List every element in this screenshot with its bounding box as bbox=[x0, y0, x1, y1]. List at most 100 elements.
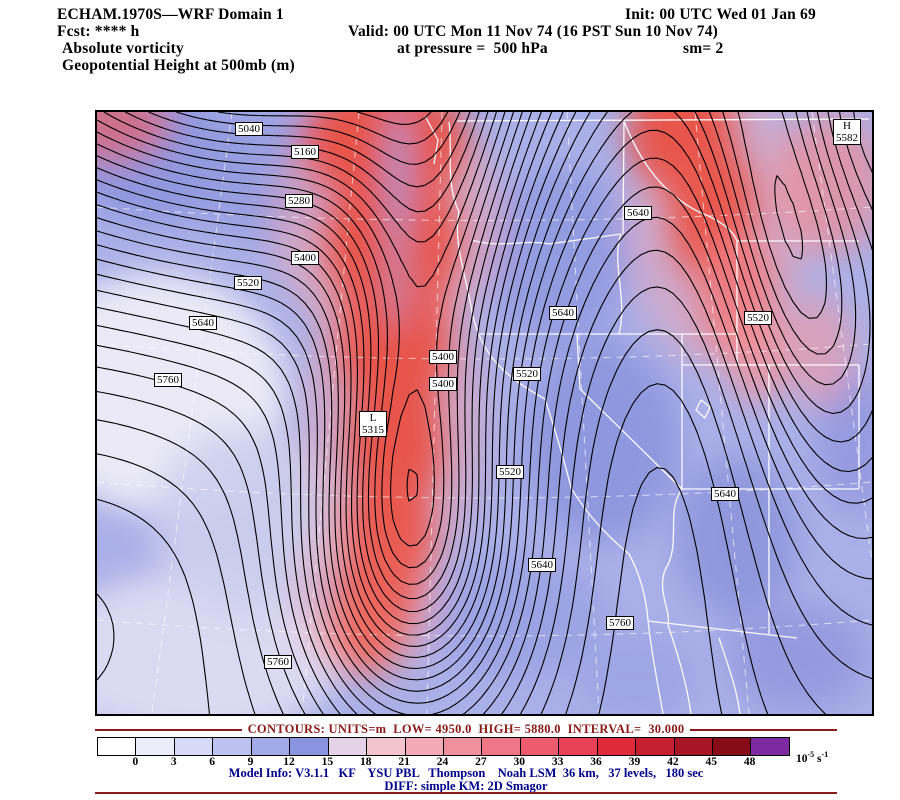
colorbar-tick: 18 bbox=[359, 756, 372, 768]
contours-info-text: CONTOURS: UNITS=m LOW= 4950.0 HIGH= 5880… bbox=[247, 722, 685, 736]
colorbar-tick: 21 bbox=[398, 756, 410, 768]
contour-label: 5640 bbox=[624, 206, 652, 220]
contour-label: 5280 bbox=[285, 194, 313, 208]
height-contour-line bbox=[97, 383, 769, 714]
height-contour-line bbox=[97, 112, 515, 585]
contour-label: 5640 bbox=[189, 316, 217, 330]
contours-info-row: CONTOURS: UNITS=m LOW= 4950.0 HIGH= 5880… bbox=[95, 722, 838, 737]
vorticity-map-plot bbox=[97, 112, 872, 714]
colorbar-tick: 36 bbox=[590, 756, 602, 768]
init-time: Init: 00 UTC Wed 01 Jan 69 bbox=[625, 6, 816, 23]
contour-label: 5760 bbox=[606, 616, 634, 630]
height-contour-line bbox=[97, 453, 723, 714]
model-info-line1: Model Info: V3.1.1 KF YSU PBL Thompson N… bbox=[228, 766, 704, 780]
extremum-label: H 5582 bbox=[833, 119, 861, 145]
height-contour-line bbox=[97, 112, 804, 636]
colorbar-tick: 30 bbox=[513, 756, 526, 768]
height-contour-line bbox=[217, 112, 449, 145]
second-field-name: Geopotential Height at 500mb (m) bbox=[62, 57, 295, 74]
height-contour-line bbox=[97, 112, 872, 692]
colorbar-cell bbox=[327, 738, 367, 755]
height-contour-line bbox=[97, 112, 871, 681]
canada-border bbox=[456, 118, 870, 122]
units-symbol-exponent: -1 bbox=[821, 750, 829, 759]
contour-label: 5520 bbox=[513, 367, 541, 381]
colorbar-tick: 48 bbox=[743, 756, 756, 768]
colorbar-cell bbox=[250, 738, 290, 755]
smoothing-info: sm= 2 bbox=[683, 40, 724, 57]
colorbar-cell bbox=[596, 738, 636, 755]
colorbar-cell bbox=[558, 738, 597, 755]
height-contour-line bbox=[103, 112, 489, 502]
model-title: ECHAM.1970S—WRF Domain 1 bbox=[57, 6, 284, 23]
colorbar-cell bbox=[212, 738, 251, 755]
height-contour-line bbox=[97, 112, 872, 714]
model-info-line2: DIFF: simple KM: 2D Smagor bbox=[384, 779, 548, 793]
contour-label: 5520 bbox=[234, 276, 262, 290]
colorbar-cell bbox=[635, 738, 674, 755]
contour-label: 5400 bbox=[429, 377, 457, 391]
colorbar-tick: 6 bbox=[209, 756, 216, 768]
height-contour-line bbox=[176, 112, 461, 165]
height-contour-line bbox=[97, 112, 872, 704]
height-contour-line bbox=[357, 112, 432, 125]
extremum-label: L 5315 bbox=[359, 411, 387, 437]
height-contour-line bbox=[97, 186, 872, 714]
units-mantissa: 10 bbox=[796, 752, 808, 765]
colorbar-tick: 24 bbox=[436, 756, 449, 768]
contour-label: 5640 bbox=[549, 306, 577, 320]
height-contour-line bbox=[97, 112, 843, 659]
colorbar-cell bbox=[712, 738, 751, 755]
great-salt-lake bbox=[695, 399, 711, 419]
colorbar-tick: 9 bbox=[247, 756, 254, 768]
field-name: Absolute vorticity bbox=[62, 40, 184, 57]
height-contour-line bbox=[97, 112, 542, 625]
bottom-rule bbox=[95, 792, 837, 794]
colorbar-cell bbox=[481, 738, 520, 755]
height-contour-line bbox=[97, 329, 827, 714]
colorbar-tick: 27 bbox=[475, 756, 487, 768]
left-rule bbox=[95, 728, 242, 731]
units-exponent: -5 bbox=[807, 750, 815, 759]
height-contour-line bbox=[97, 112, 827, 647]
colorbar-tick: 12 bbox=[283, 756, 295, 768]
forecast-hour: Fcst: **** h bbox=[57, 23, 140, 40]
contour-label: 5760 bbox=[154, 373, 182, 387]
contour-label: 5040 bbox=[235, 122, 263, 136]
units-symbol: s bbox=[817, 752, 822, 765]
height-contour-line bbox=[97, 249, 872, 714]
colorbar-tick: 15 bbox=[321, 756, 334, 768]
colorbar-cell bbox=[366, 738, 405, 755]
colorbar-cell bbox=[519, 738, 559, 755]
right-rule bbox=[690, 728, 838, 731]
colorbar-tick: 3 bbox=[170, 756, 177, 768]
contour-label: 5760 bbox=[264, 655, 292, 669]
height-contour-line bbox=[97, 498, 210, 714]
contour-label: 5520 bbox=[744, 311, 772, 325]
height-contour-line bbox=[97, 216, 872, 714]
contour-label: 5640 bbox=[711, 487, 739, 501]
colorbar-tick: 39 bbox=[628, 756, 641, 768]
colorbar-tick: 45 bbox=[705, 756, 717, 768]
contour-label: 5400 bbox=[429, 350, 457, 364]
island-path bbox=[424, 115, 439, 165]
valid-time: Valid: 00 UTC Mon 11 Nov 74 (16 PST Sun … bbox=[348, 23, 719, 40]
colorbar-cell bbox=[289, 738, 328, 755]
pressure-level: at pressure = 500 hPa bbox=[397, 40, 548, 57]
colorbar bbox=[97, 737, 790, 756]
contour-label: 5160 bbox=[291, 145, 319, 159]
height-contour-line bbox=[97, 112, 497, 547]
colorbar-cell bbox=[404, 738, 443, 755]
colorbar-tick: 0 bbox=[132, 756, 139, 768]
colorbar-cell bbox=[673, 738, 712, 755]
height-contour-line bbox=[97, 593, 115, 681]
colorbar-ticks: 0 3 6 9 12 15 18 21 24 27 30 33 36 39 42 45 48 bbox=[97, 756, 788, 769]
colorbar-tick: 42 bbox=[667, 756, 679, 768]
colorbar-tick: 33 bbox=[551, 756, 564, 768]
colorbar-cell bbox=[135, 738, 174, 755]
contour-label: 5520 bbox=[496, 465, 524, 479]
colorbar-units: 10-5 s-1 bbox=[796, 750, 828, 765]
contour-label: 5400 bbox=[291, 251, 319, 265]
contour-label: 5640 bbox=[528, 558, 556, 572]
colorbar-cell bbox=[98, 738, 136, 755]
